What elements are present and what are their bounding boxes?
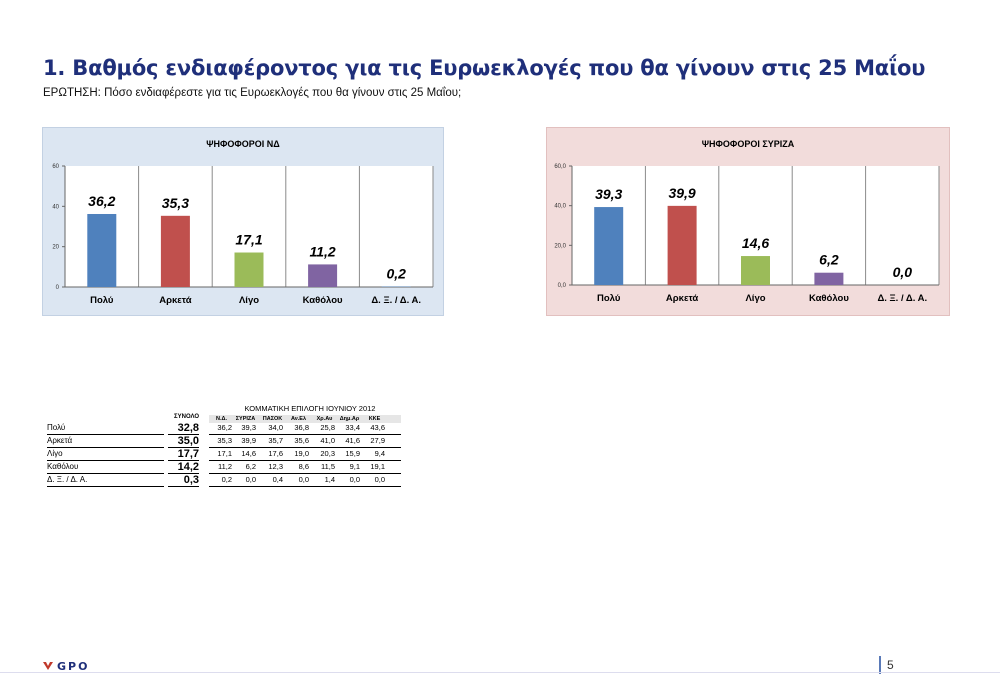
table-cell: 25,8: [312, 422, 335, 434]
table-row-total: 35,0: [168, 435, 199, 448]
page-title: 1. Βαθμός ενδιαφέροντος για τις Ευρωεκλο…: [43, 56, 925, 80]
y-tick-label: 60,0: [554, 164, 566, 170]
table-cell: 11,2: [209, 461, 232, 473]
y-tick-label: 40,0: [554, 204, 566, 210]
table-cell: 8,6: [286, 461, 309, 473]
table-cell: 12,3: [260, 461, 283, 473]
table-cell: 17,1: [209, 448, 232, 460]
table-cell: 33,4: [337, 422, 360, 434]
table-row-total: 14,2: [168, 461, 199, 474]
data-label: 0,2: [386, 266, 406, 282]
gpo-logo: GPO: [42, 660, 117, 672]
category-label: Καθόλου: [809, 293, 849, 304]
data-label: 39,3: [595, 186, 622, 202]
data-label: 39,9: [668, 185, 695, 201]
table-cell: 0,4: [260, 474, 283, 486]
bar: [161, 216, 190, 287]
table-cell: 20,3: [312, 448, 335, 460]
data-label: 35,3: [162, 195, 189, 211]
y-tick-label: 0: [56, 285, 60, 291]
table-cell: 41,0: [312, 435, 335, 447]
table-cell: 17,6: [260, 448, 283, 460]
category-label: Καθόλου: [303, 295, 343, 306]
bar: [594, 207, 623, 285]
table-cell: 35,3: [209, 435, 232, 447]
data-label: 11,2: [309, 243, 335, 259]
category-label: Πολύ: [90, 295, 114, 306]
table-cell: 6,2: [233, 461, 256, 473]
table-cell: 36,8: [286, 422, 309, 434]
table-cell: 39,3: [233, 422, 256, 434]
table-cell: 0,0: [337, 474, 360, 486]
table-cell: 34,0: [260, 422, 283, 434]
table-row-total: 17,7: [168, 448, 199, 461]
table-row-total: 32,8: [168, 422, 199, 435]
bar: [741, 256, 770, 285]
category-label: Λίγο: [239, 295, 259, 306]
table-cell: 9,1: [337, 461, 360, 473]
table-cell: 0,0: [362, 474, 385, 486]
data-label: 0,0: [893, 264, 913, 280]
table-cell: 35,6: [286, 435, 309, 447]
data-label: 17,1: [235, 232, 262, 248]
table-cell: 43,6: [362, 422, 385, 434]
y-tick-label: 60: [52, 164, 59, 170]
category-label: Λίγο: [745, 293, 765, 304]
category-label: Αρκετά: [159, 295, 192, 306]
table-row-label: Πολύ: [47, 422, 164, 435]
table-cell: 0,0: [286, 474, 309, 486]
page-number: 5: [887, 658, 894, 672]
table-cell: 14,6: [233, 448, 256, 460]
logo-mark-icon: [43, 662, 53, 670]
table-group-header: ΚΟΜΜΑΤΙΚΗ ΕΠΙΛΟΓΗ ΙΟΥΝΙΟΥ 2012: [230, 404, 390, 413]
logo-text: GPO: [57, 660, 89, 672]
table-cell: 9,4: [362, 448, 385, 460]
bar: [668, 206, 697, 285]
bar: [235, 253, 264, 287]
table-cell: 36,2: [209, 422, 232, 434]
data-label: 36,2: [88, 193, 115, 209]
table-cell: 39,9: [233, 435, 256, 447]
bar: [308, 264, 337, 287]
table-cell: 19,0: [286, 448, 309, 460]
table-cell: 41,6: [337, 435, 360, 447]
table-row-label: Καθόλου: [47, 461, 164, 474]
category-label: Αρκετά: [666, 293, 699, 304]
table-cell: 0,2: [209, 474, 232, 486]
category-label: Πολύ: [597, 293, 621, 304]
category-label: Δ. Ξ. / Δ. Α.: [371, 295, 421, 306]
table-cell: 1,4: [312, 474, 335, 486]
table-cell: 19,1: [362, 461, 385, 473]
data-label: 6,2: [819, 252, 839, 268]
bar: [87, 214, 116, 287]
table-row-label: Δ. Ξ. / Δ. Α.: [47, 474, 164, 487]
table-row-divider: [209, 486, 401, 487]
table-row-total: 0,3: [168, 474, 199, 487]
bar: [814, 273, 843, 285]
category-label: Δ. Ξ. / Δ. Α.: [877, 293, 927, 304]
table-cell: 27,9: [362, 435, 385, 447]
table-total-header: ΣΥΝΟΛΟ: [167, 414, 199, 420]
table-cell: 35,7: [260, 435, 283, 447]
table-cell: 11,5: [312, 461, 335, 473]
bar-chart-nd: 0 20 40 60 36,2 Πολύ 35,3 Αρκετά 17,1 Λίγο 11,2 Καθ…: [43, 128, 445, 317]
question-text: ΕΡΩΤΗΣΗ: Πόσο ενδιαφέρεστε για τις Ευρωε…: [43, 87, 461, 99]
table-row-label: Λίγο: [47, 448, 164, 461]
table-cell: 0,0: [233, 474, 256, 486]
bar-chart-syriza: 0,0 20,0 40,0 60,0 39,3 Πολύ 39,9 Αρκετά 14,6 Λίγ…: [547, 128, 951, 317]
data-label: 14,6: [742, 235, 769, 251]
y-tick-label: 0,0: [558, 283, 567, 289]
table-cell: 15,9: [337, 448, 360, 460]
y-tick-label: 20: [52, 245, 59, 251]
y-tick-label: 20,0: [554, 243, 566, 249]
y-tick-label: 40: [52, 204, 59, 210]
table-row-label: Αρκετά: [47, 435, 164, 448]
